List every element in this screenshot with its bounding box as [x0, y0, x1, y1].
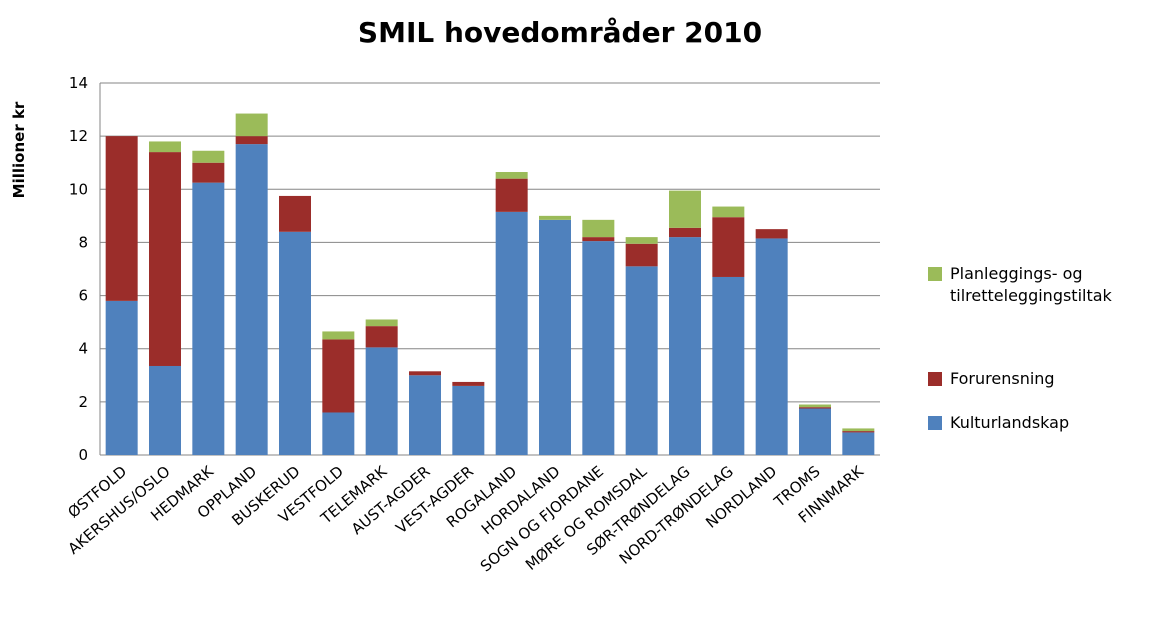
bar-segment	[712, 217, 745, 277]
bar-segment	[539, 215, 571, 220]
bar-segment	[799, 404, 831, 408]
bar-segment	[582, 237, 615, 242]
legend-item: Planleggings- og tilretteleggingstiltak	[928, 263, 1148, 307]
bar-segment	[279, 231, 311, 455]
y-axis-label: Millioner kr	[10, 101, 28, 198]
bar-segment	[625, 243, 658, 267]
legend-label: Forurensning	[950, 369, 1055, 388]
bar-segment	[799, 408, 831, 455]
y-tick-label: 2	[78, 393, 88, 411]
bar-segment	[842, 431, 875, 433]
bar-segment	[235, 144, 268, 455]
bar-segment	[279, 195, 311, 232]
bar-segment	[192, 150, 225, 163]
bar-segment	[625, 237, 658, 244]
legend-item: Forurensning	[928, 368, 1148, 390]
y-tick-label: 8	[78, 233, 88, 251]
bar-segment	[322, 339, 355, 413]
bar-segment	[712, 206, 745, 218]
y-tick-label: 10	[69, 180, 88, 198]
legend-label: Kulturlandskap	[950, 413, 1070, 432]
bar-segment	[799, 407, 831, 409]
bar-segment	[235, 113, 268, 137]
legend-swatch	[928, 267, 942, 281]
bar-segment	[192, 182, 225, 455]
legend-item: Kulturlandskap	[928, 412, 1148, 434]
bar-segment	[365, 326, 398, 348]
bar-segment	[452, 381, 485, 386]
legend-label: Planleggings- og tilretteleggingstiltak	[950, 264, 1112, 305]
y-tick-label: 12	[69, 127, 88, 145]
y-tick-label: 4	[78, 340, 88, 358]
bar-segment	[582, 219, 615, 238]
bar-segment	[149, 152, 181, 366]
bar-segment	[539, 219, 571, 455]
y-tick-label: 6	[78, 287, 88, 305]
bar-segment	[409, 375, 441, 455]
bar-segment	[495, 211, 528, 455]
bar-segment	[105, 300, 138, 455]
bar-segment	[669, 190, 701, 228]
bar-segment	[669, 227, 701, 238]
y-tick-label: 14	[69, 74, 88, 92]
bar-segment	[842, 432, 875, 455]
y-tick-label: 0	[78, 446, 88, 464]
bar-segment	[322, 412, 355, 455]
bar-segment	[669, 237, 701, 455]
bar-segment	[365, 347, 398, 455]
bar-segment	[149, 365, 181, 455]
bar-segment	[755, 238, 788, 455]
bar-segment	[712, 276, 745, 455]
bar-segment	[495, 172, 528, 179]
bar-segment	[495, 178, 528, 212]
bar-segment	[582, 241, 615, 455]
bar-segment	[452, 385, 485, 455]
bar-segment	[842, 428, 875, 432]
bar-segment	[625, 266, 658, 455]
bar-segment	[365, 319, 398, 327]
bar-segment	[105, 136, 138, 301]
bar-segment	[755, 229, 788, 239]
bar-segment	[409, 371, 441, 376]
bar-segment	[192, 162, 225, 183]
bar-segment	[322, 331, 355, 340]
chart-title: SMIL hovedområder 2010	[358, 16, 762, 49]
bar-segment	[149, 141, 181, 153]
bar-segment	[235, 136, 268, 145]
legend-swatch	[928, 416, 942, 430]
legend-swatch	[928, 372, 942, 386]
